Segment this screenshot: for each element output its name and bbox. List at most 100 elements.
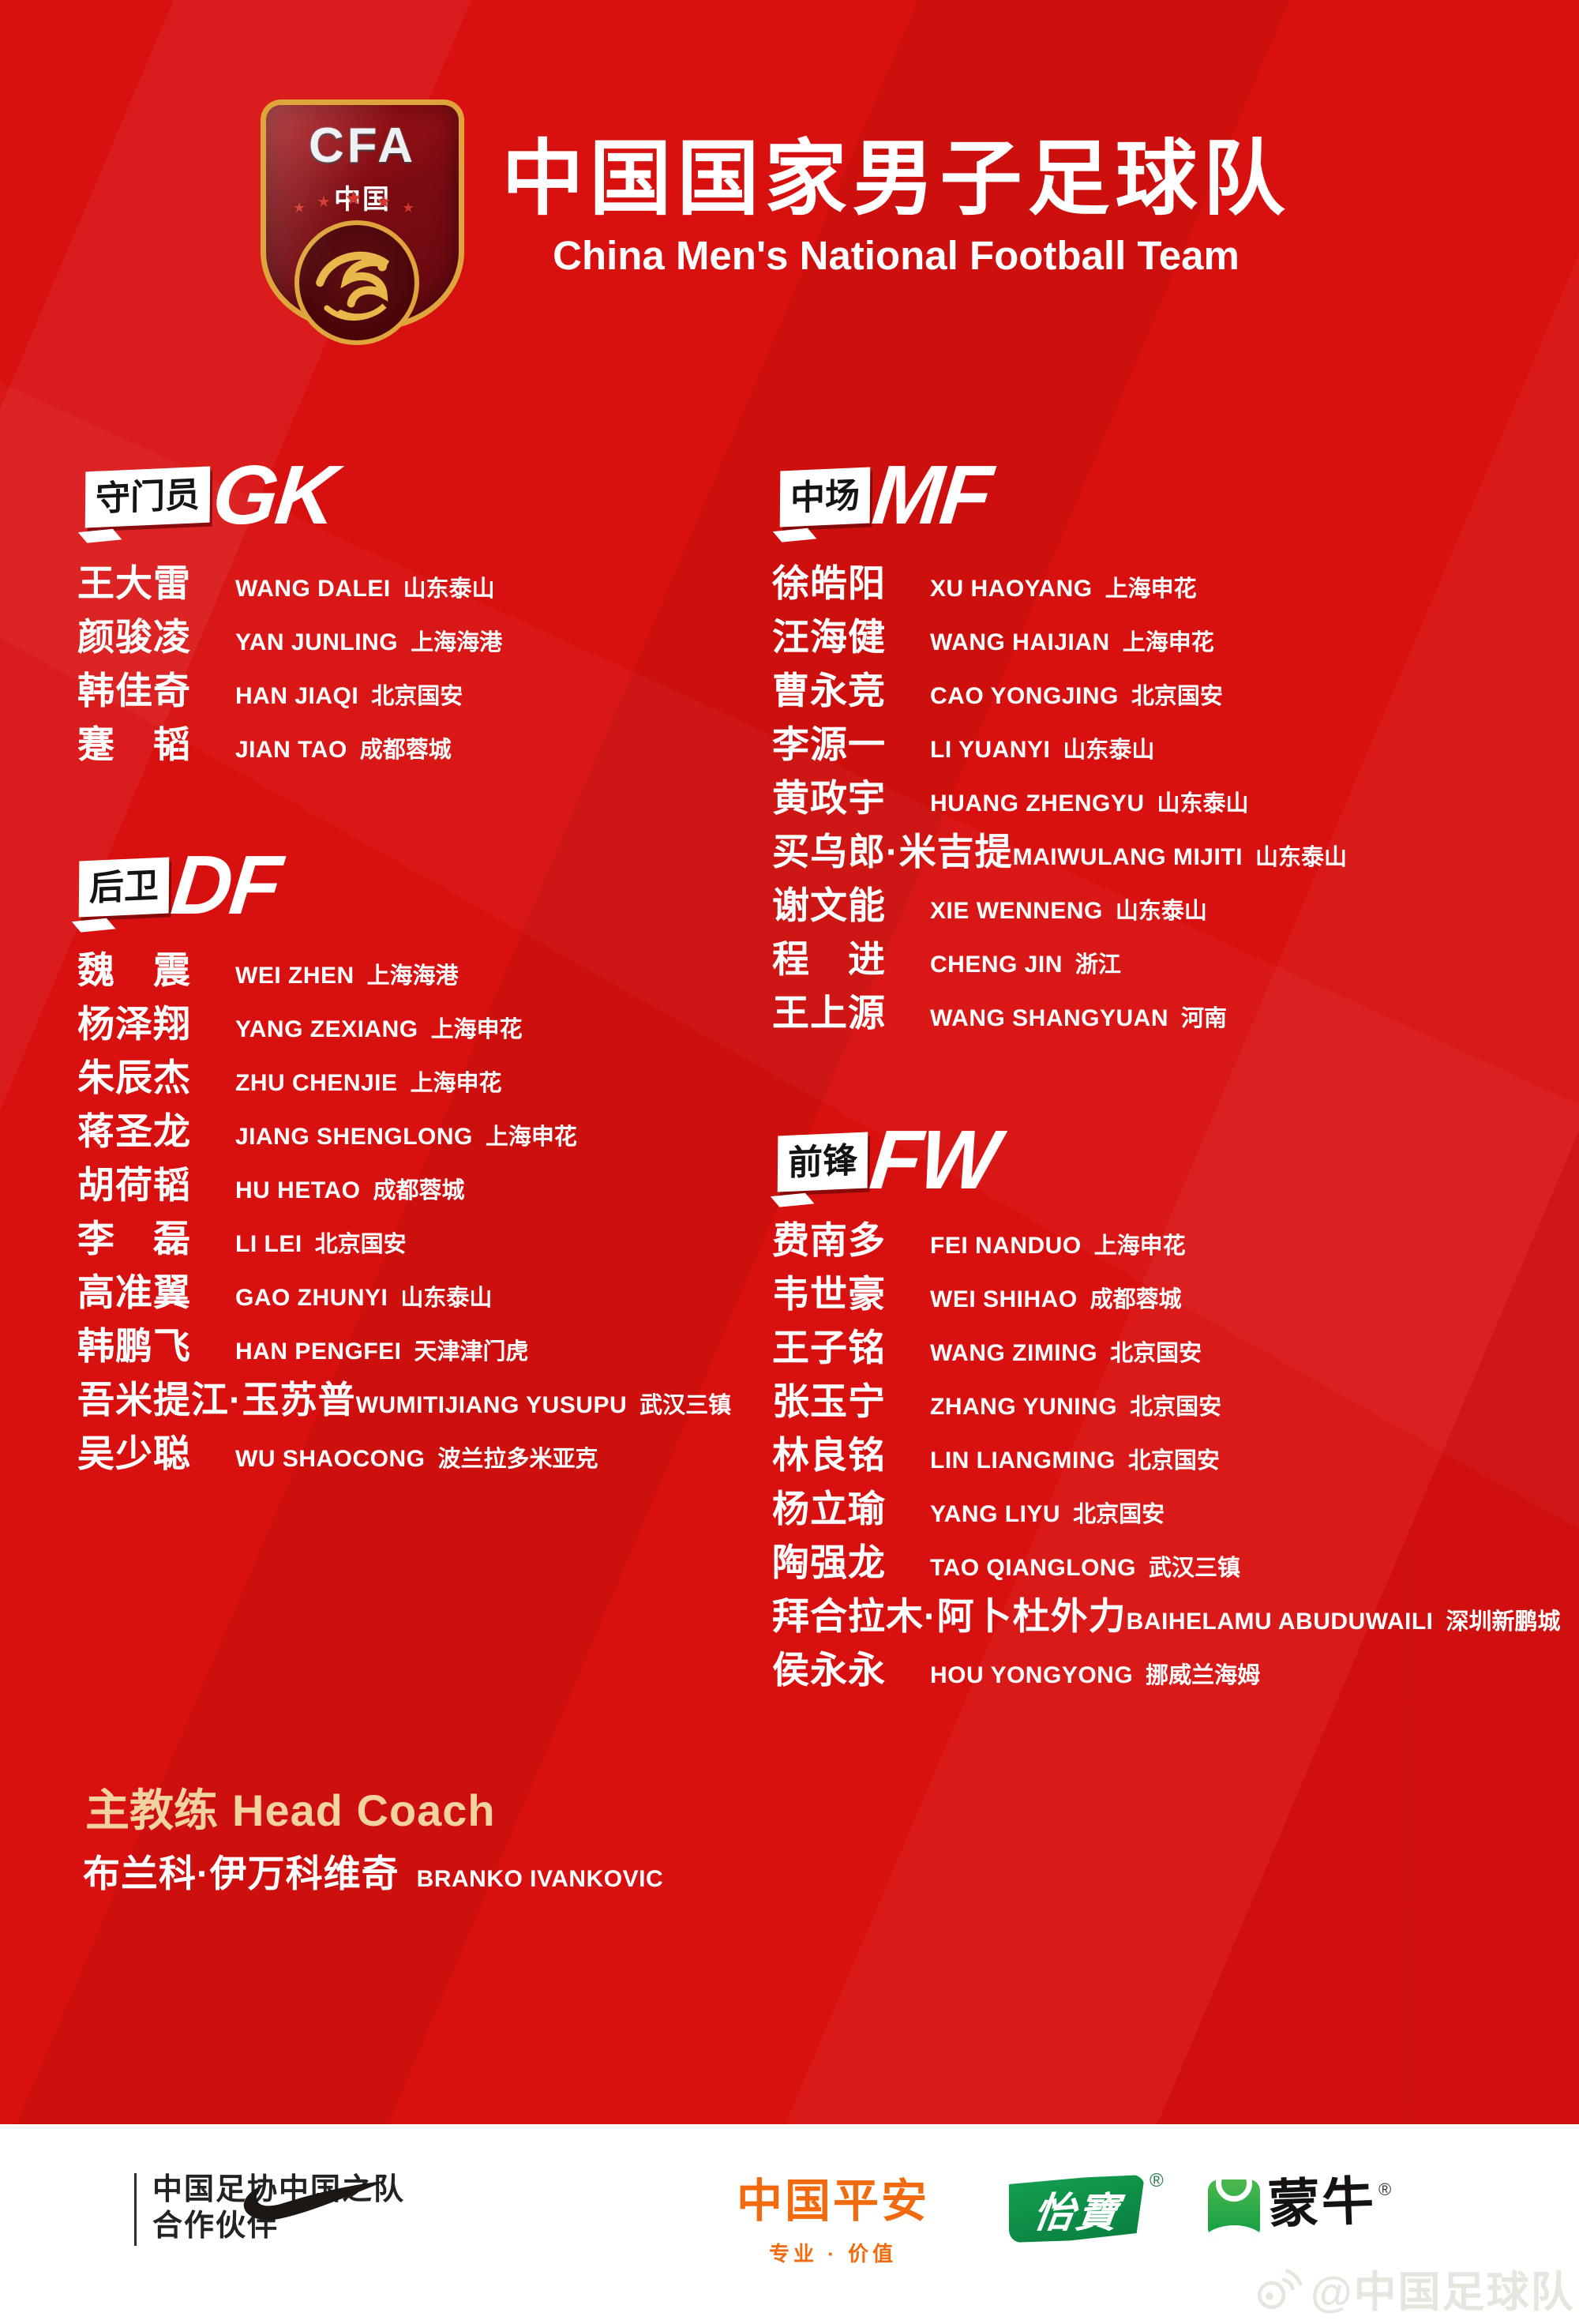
cfa-crest-china-label: 中国 [334, 185, 391, 215]
section-header-forwards: 前锋 FW [777, 1113, 1001, 1207]
player-club: 上海申花 [410, 1071, 502, 1096]
player-row: 魏 震 WEI ZHEN 上海海港 [77, 940, 731, 993]
player-club: 北京国安 [1073, 1502, 1165, 1527]
player-club: 山东泰山 [1255, 845, 1347, 870]
player-row: 吴少聪 WU SHAOCONG 波兰拉多米亚克 [77, 1423, 731, 1477]
player-row: 韩佳奇 HAN JIAQI 北京国安 [77, 660, 502, 714]
page-title-block: 中国国家男子足球队 China Men's National Football … [474, 133, 1318, 279]
player-row: 费南多 FEI NANDUO 上海申花 [772, 1210, 1561, 1263]
player-club: 北京国安 [314, 1232, 407, 1257]
pingan-slogan: 专业 · 价值 [768, 2242, 898, 2266]
player-name-en: HOU YONGYONG [930, 1662, 1134, 1688]
player-name-zh: 杨泽翔 [77, 1003, 191, 1045]
player-name-zh: 费南多 [772, 1219, 886, 1261]
crest-star-icon: ★ [317, 193, 331, 211]
yibao-wordmark: 怡寶 [1030, 2190, 1123, 2236]
mengniu-registered-mark: ® [1378, 2179, 1392, 2199]
section-label-box: 后卫 [78, 857, 170, 918]
cfa-crest-letters: CFA [309, 118, 416, 173]
player-club: 山东泰山 [1063, 738, 1155, 763]
player-club: 山东泰山 [1157, 791, 1249, 817]
player-name-zh: 韦世豪 [772, 1273, 886, 1315]
head-coach-label-en: Head Coach [232, 1785, 496, 1835]
roster-forwards: 费南多 FEI NANDUO 上海申花 韦世豪 WEI SHIHAO 成都蓉城 王子铭 WAN… [772, 1210, 1561, 1693]
player-club: 北京国安 [1127, 1448, 1220, 1474]
player-club: 挪威兰海姆 [1146, 1663, 1261, 1688]
player-name-en: HAN PENGFEI [235, 1338, 402, 1365]
section-label-zh: 中场 [790, 476, 861, 518]
player-name-zh: 李 磊 [77, 1218, 191, 1260]
player-club: 北京国安 [1130, 1395, 1222, 1420]
player-name-en: JIANG SHENGLONG [235, 1124, 473, 1150]
head-coach-name-zh: 布兰科·伊万科维奇 [83, 1853, 399, 1894]
player-club: 浙江 [1075, 952, 1121, 978]
player-name-en: YANG LIYU [930, 1501, 1061, 1527]
player-name-en: YANG ZEXIANG [235, 1016, 418, 1042]
section-label-zh: 后卫 [88, 866, 159, 908]
player-row: 杨泽翔 YANG ZEXIANG 上海申花 [77, 993, 731, 1047]
mengniu-logo: 蒙牛 ® [1208, 2172, 1392, 2240]
player-club: 上海海港 [366, 963, 459, 989]
player-row: 拜合拉木·阿卜杜外力 BAIHELAMU ABUDUWAILI 深圳新鹏城 [772, 1586, 1561, 1639]
player-club: 山东泰山 [400, 1286, 493, 1311]
mengniu-icon-arc [1208, 2225, 1260, 2240]
player-row: 韩鹏飞 HAN PENGFEI 天津津门虎 [77, 1316, 731, 1369]
player-name-en: CAO YONGJING [930, 683, 1119, 709]
player-name-zh: 李源一 [772, 723, 886, 765]
player-name-en: BAIHELAMU ABUDUWAILI [1126, 1609, 1434, 1635]
player-row: 杨立瑜 YANG LIYU 北京国安 [772, 1478, 1561, 1532]
player-name-en: TAO QIANGLONG [930, 1555, 1136, 1581]
player-row: 李 磊 LI LEI 北京国安 [77, 1208, 731, 1262]
player-club: 上海申花 [1105, 576, 1197, 602]
roster-midfielders: 徐皓阳 XU HAOYANG 上海申花 汪海健 WANG HAIJIAN 上海申花 曹永竞 C… [772, 553, 1347, 1036]
player-name-zh: 胡荷韬 [77, 1164, 191, 1206]
player-name-en: JIAN TAO [235, 737, 347, 763]
player-club: 上海海港 [411, 630, 503, 655]
player-club: 北京国安 [371, 684, 463, 709]
player-name-en: WU SHAOCONG [235, 1446, 426, 1472]
player-name-zh: 颜骏凌 [77, 616, 191, 658]
crest-star-icon: ★ [293, 200, 306, 216]
mengniu-wordmark: 蒙牛 [1266, 2172, 1377, 2235]
player-name-zh: 曹永竞 [772, 670, 886, 711]
player-club: 北京国安 [1110, 1341, 1202, 1366]
player-club: 上海申花 [485, 1124, 577, 1150]
player-name-en: WUMITIJIANG YUSUPU [355, 1392, 628, 1418]
player-name-zh: 陶强龙 [772, 1541, 886, 1583]
player-club: 上海申花 [1093, 1233, 1186, 1259]
player-row: 高准翼 GAO ZHUNYI 山东泰山 [77, 1262, 731, 1316]
player-row: 曹永竞 CAO YONGJING 北京国安 [772, 660, 1347, 714]
section-label-en: FW [865, 1113, 1002, 1207]
section-label-en: GK [208, 449, 339, 542]
player-name-zh: 王大雷 [77, 562, 191, 604]
player-name-en: WANG SHANGYUAN [930, 1005, 1169, 1031]
sponsor-footer: 中国足协中国之队 合作伙伴 中国平安 专业 · 价值 怡寶 ® 蒙牛 ® @中国 [0, 2124, 1579, 2324]
player-name-zh: 杨立瑜 [772, 1488, 886, 1530]
player-name-zh: 王子铭 [772, 1327, 886, 1368]
player-name-en: CHENG JIN [930, 952, 1063, 978]
player-row: 李源一 LI YUANYI 山东泰山 [772, 714, 1347, 768]
crest-dragon-emblem [294, 220, 419, 345]
player-name-zh: 买乌郎·米吉提 [772, 831, 1013, 873]
player-row: 徐皓阳 XU HAOYANG 上海申花 [772, 553, 1347, 606]
player-name-zh: 魏 震 [77, 949, 191, 991]
player-name-zh: 韩佳奇 [77, 670, 191, 711]
player-name-en: FEI NANDUO [930, 1233, 1082, 1259]
player-club: 河南 [1181, 1006, 1228, 1031]
head-coach-label-zh: 主教练 [85, 1785, 218, 1835]
page-title-en: China Men's National Football Team [553, 232, 1240, 278]
player-name-zh: 程 进 [772, 938, 886, 980]
player-name-zh: 林良铭 [772, 1434, 886, 1476]
player-name-en: XU HAOYANG [930, 576, 1093, 602]
player-row: 林良铭 LIN LIANGMING 北京国安 [772, 1425, 1561, 1478]
section-header-defenders: 后卫 DF [78, 839, 284, 932]
player-name-zh: 高准翼 [77, 1271, 191, 1313]
player-club: 武汉三镇 [1148, 1556, 1240, 1581]
player-club: 深圳新鹏城 [1446, 1609, 1561, 1635]
player-row: 黄政宇 HUANG ZHENGYU 山东泰山 [772, 768, 1347, 821]
player-row: 程 进 CHENG JIN 浙江 [772, 929, 1347, 982]
crest-star-icon: ★ [345, 188, 362, 209]
section-label-box: 前锋 [777, 1132, 868, 1192]
player-name-zh: 吴少聪 [77, 1432, 191, 1474]
